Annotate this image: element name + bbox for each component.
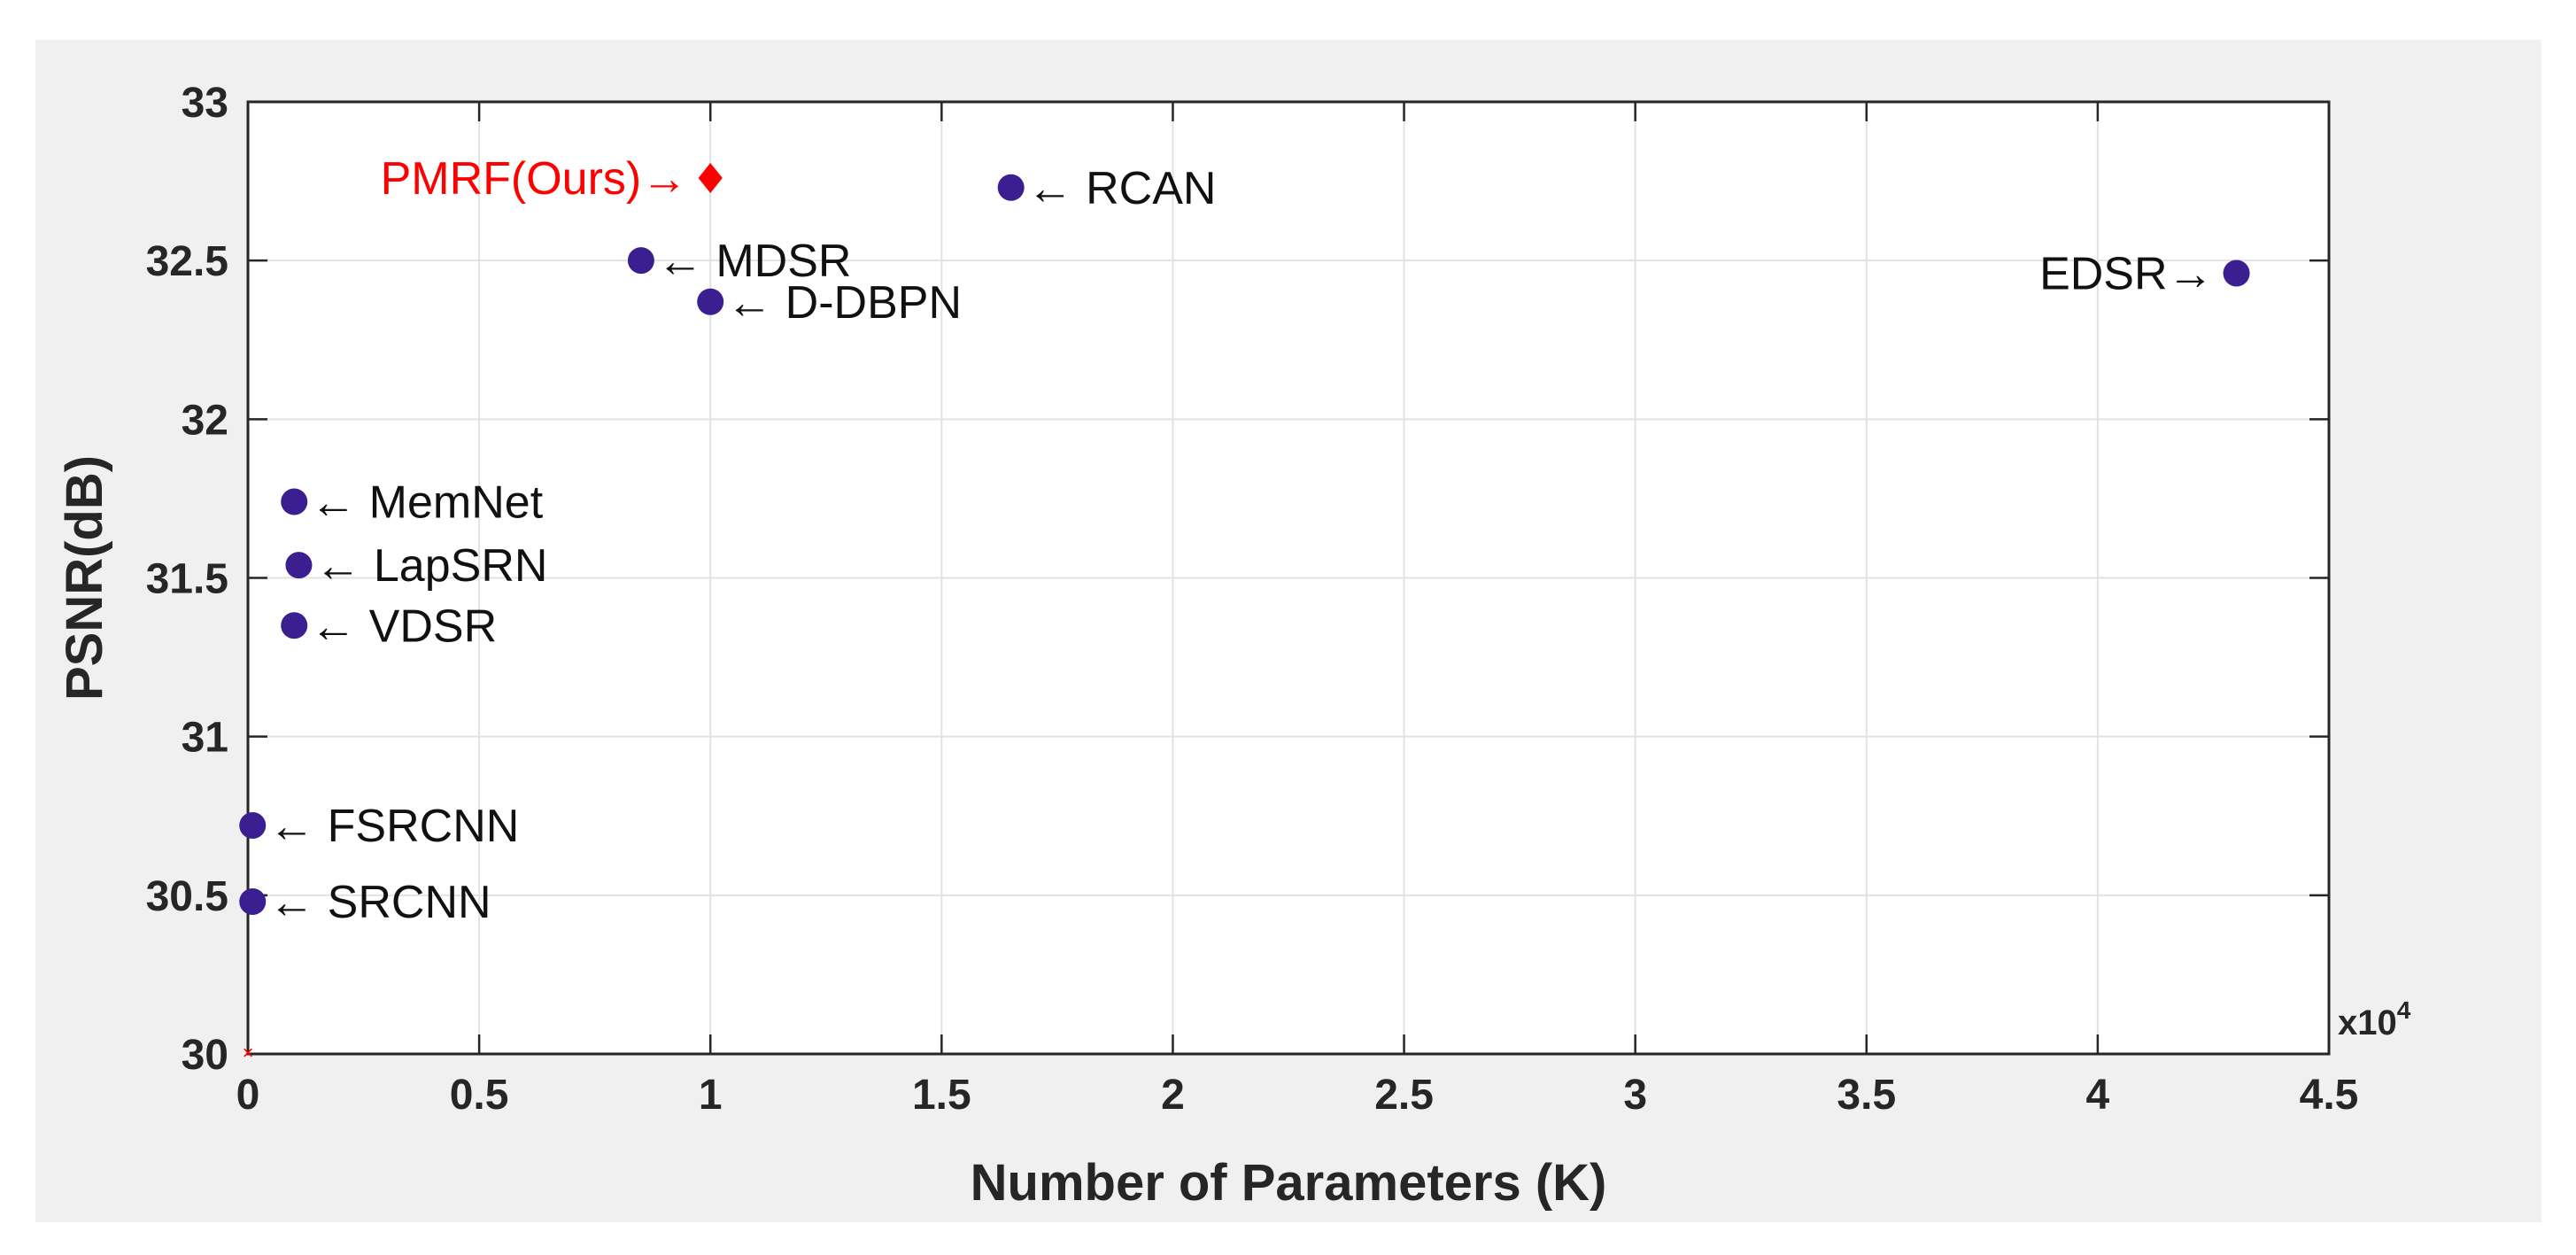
data-point-pmrf-ours- [698, 163, 723, 193]
data-label-vdsr: ← VDSR [310, 600, 497, 652]
x-tick-label: 1 [699, 1072, 723, 1119]
data-point-mdsr [627, 247, 654, 275]
data-point-vdsr [281, 612, 308, 639]
data-label-memnet: ← MemNet [310, 477, 543, 529]
data-point-fsrcnn [239, 812, 267, 839]
y-tick-label: 30 [182, 1032, 228, 1079]
x-tick-label: 3.5 [1837, 1072, 1896, 1119]
point-labels: PMRF(Ours)→ ← RCAN ← MDSR← D-DBPN EDSR→ ← Me… [268, 153, 2213, 928]
y-tick-label: 31.5 [146, 556, 228, 603]
x-tick-label: 2.5 [1374, 1072, 1434, 1119]
y-tick-label: 32 [182, 397, 228, 444]
data-label-fsrcnn: ← FSRCNN [268, 801, 519, 852]
x-tick-label: 2 [1161, 1072, 1185, 1119]
data-point-memnet [281, 488, 308, 515]
x-axis-label: Number of Parameters (K) [971, 1154, 1607, 1212]
y-tick-label: 30.5 [146, 873, 228, 920]
data-label-rcan: ← RCAN [1027, 163, 1217, 214]
x-tick-label: 1.5 [912, 1072, 971, 1119]
data-label-edsr: EDSR→ [2039, 249, 2213, 300]
x-tick-label: 4 [2086, 1072, 2110, 1119]
y-tick-label: 32.5 [146, 238, 228, 285]
data-label-srcnn: ← SRCNN [268, 877, 491, 928]
data-point-d-dbpn [697, 288, 724, 315]
y-tick-label: 31 [182, 715, 228, 762]
data-point-rcan [997, 174, 1025, 201]
x-axis-exponent-power: 4 [2397, 996, 2411, 1024]
data-label-d-dbpn: ← D-DBPN [726, 277, 962, 329]
x-tick-label: 3 [1623, 1072, 1647, 1119]
x-tick-label: 4.5 [2300, 1072, 2359, 1119]
x-tick-label: 0.5 [450, 1072, 509, 1119]
y-axis-label: PSNR(dB) [56, 455, 113, 701]
data-points [239, 163, 2250, 915]
tick-labels: 0 0.5 1 1.5 2 2.5 3 3.5 4 4.5 30 30.5 31 31.5 32 32.5 33 [146, 80, 2359, 1119]
origin-mark: × [243, 1042, 254, 1064]
x-axis-exponent-base: x10 [2338, 1003, 2397, 1042]
x-tick-label: 0 [236, 1072, 260, 1119]
axes-box [246, 100, 2331, 1056]
axes: × [243, 100, 2331, 1064]
y-tick-label: 33 [182, 80, 228, 127]
x-axis-exponent: x104 [2338, 996, 2411, 1042]
data-label-mdsr: ← MDSR [657, 236, 852, 287]
data-point-srcnn [239, 888, 267, 915]
data-point-lapsrn [285, 552, 313, 579]
data-label-lapsrn: ← LapSRN [314, 540, 547, 592]
data-label-pmrf-ours-: PMRF(Ours)→ [381, 153, 688, 205]
data-point-edsr [2223, 260, 2250, 287]
